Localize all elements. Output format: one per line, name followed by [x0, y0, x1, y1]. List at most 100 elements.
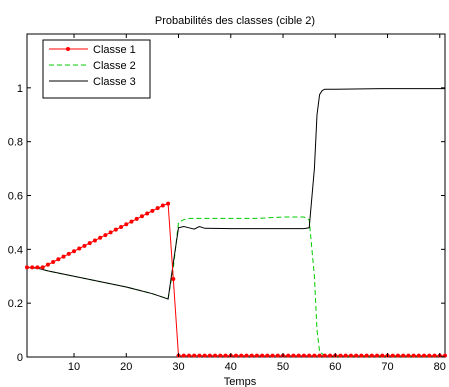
- series-point: [369, 353, 374, 358]
- series-point: [108, 230, 113, 235]
- series-point: [416, 353, 421, 358]
- series-point: [322, 353, 327, 358]
- series-point: [30, 265, 35, 270]
- series-point: [119, 224, 124, 229]
- series-point: [343, 353, 348, 358]
- series-point: [134, 216, 139, 221]
- x-tick-label: 10: [68, 361, 80, 373]
- series-point: [265, 353, 270, 358]
- series-point: [218, 353, 223, 358]
- series-point: [197, 353, 202, 358]
- series-point: [87, 241, 92, 246]
- y-tick-label: 0: [17, 352, 23, 364]
- series-point: [260, 353, 265, 358]
- series-point: [145, 211, 150, 216]
- series-point: [275, 353, 280, 358]
- series-point: [40, 265, 45, 270]
- legend-label: Classe 3: [93, 76, 136, 88]
- legend: Classe 1 Classe 2 Classe 3: [42, 39, 151, 99]
- series-point: [328, 353, 333, 358]
- x-tick-label: 40: [225, 361, 237, 373]
- series-point: [359, 353, 364, 358]
- series-point: [422, 353, 427, 358]
- series-point: [307, 353, 312, 358]
- series-point: [56, 257, 61, 262]
- series-point: [103, 233, 108, 238]
- series-point: [411, 353, 416, 358]
- legend-label: Classe 2: [93, 60, 136, 72]
- series-point: [82, 243, 87, 248]
- series-point: [207, 353, 212, 358]
- series-point: [380, 353, 385, 358]
- series-point: [291, 353, 296, 358]
- legend-marker: [66, 47, 70, 51]
- legend-box: [42, 39, 151, 99]
- legend-label: Classe 1: [93, 44, 136, 56]
- series-point: [192, 353, 197, 358]
- series-point: [239, 353, 244, 358]
- y-tick-label: 0.2: [8, 298, 23, 310]
- series-point: [139, 214, 144, 219]
- series-point: [354, 353, 359, 358]
- series-point: [317, 353, 322, 358]
- x-tick-label: 50: [277, 361, 289, 373]
- series-point: [348, 353, 353, 358]
- series-point: [202, 353, 207, 358]
- series-point: [254, 353, 259, 358]
- series-point: [213, 353, 218, 358]
- chart-title: Probabilités des classes (cible 2): [155, 15, 315, 27]
- series-point: [181, 353, 186, 358]
- series-point: [432, 353, 437, 358]
- series-point: [375, 353, 380, 358]
- series-point: [390, 353, 395, 358]
- series-point: [301, 353, 306, 358]
- series-layer: [25, 88, 447, 358]
- series-point: [406, 353, 411, 358]
- series-point: [160, 203, 165, 208]
- series-point: [249, 353, 254, 358]
- x-tick-label: 70: [381, 361, 393, 373]
- series-point: [270, 353, 275, 358]
- series-point: [51, 259, 56, 264]
- x-tick-label: 80: [434, 361, 446, 373]
- axis-layer: 10 20 30 40 50 60 70 80 0 0.2 0.4 0.6 0.8 1: [8, 34, 446, 373]
- series-point: [155, 206, 160, 211]
- series-point: [129, 219, 134, 224]
- series-point: [286, 353, 291, 358]
- series-line: [26, 88, 445, 300]
- series-point: [395, 353, 400, 358]
- series-line: [26, 216, 445, 357]
- y-tick-label: 0.6: [8, 191, 23, 203]
- series-point: [77, 246, 82, 251]
- y-tick-label: 0.8: [8, 137, 23, 149]
- series-point: [296, 353, 301, 358]
- series-point: [166, 201, 171, 206]
- series-point: [61, 254, 66, 259]
- series-point: [234, 353, 238, 358]
- x-tick-label: 60: [329, 361, 341, 373]
- series-point: [45, 262, 50, 267]
- series-point: [98, 235, 103, 240]
- y-tick-label: 0.4: [8, 244, 23, 256]
- series-point: [72, 249, 77, 254]
- x-tick-label: 20: [120, 361, 132, 373]
- series-point: [25, 265, 29, 270]
- series-point: [364, 353, 369, 358]
- series-point: [124, 222, 129, 227]
- series-point: [150, 208, 155, 213]
- series-point: [312, 353, 317, 358]
- series-point: [186, 353, 191, 358]
- series-point: [113, 227, 118, 232]
- series-point: [171, 276, 176, 281]
- series-point: [244, 353, 249, 358]
- series-point: [92, 238, 97, 243]
- legend-items: Classe 1 Classe 2 Classe 3: [49, 44, 136, 88]
- series-point: [66, 251, 71, 256]
- x-tick-label: 30: [172, 361, 184, 373]
- series-point: [401, 353, 406, 358]
- x-axis-label: Temps: [224, 376, 257, 387]
- y-tick-label: 1: [17, 83, 23, 95]
- series-point: [35, 265, 40, 270]
- series-point: [427, 353, 432, 358]
